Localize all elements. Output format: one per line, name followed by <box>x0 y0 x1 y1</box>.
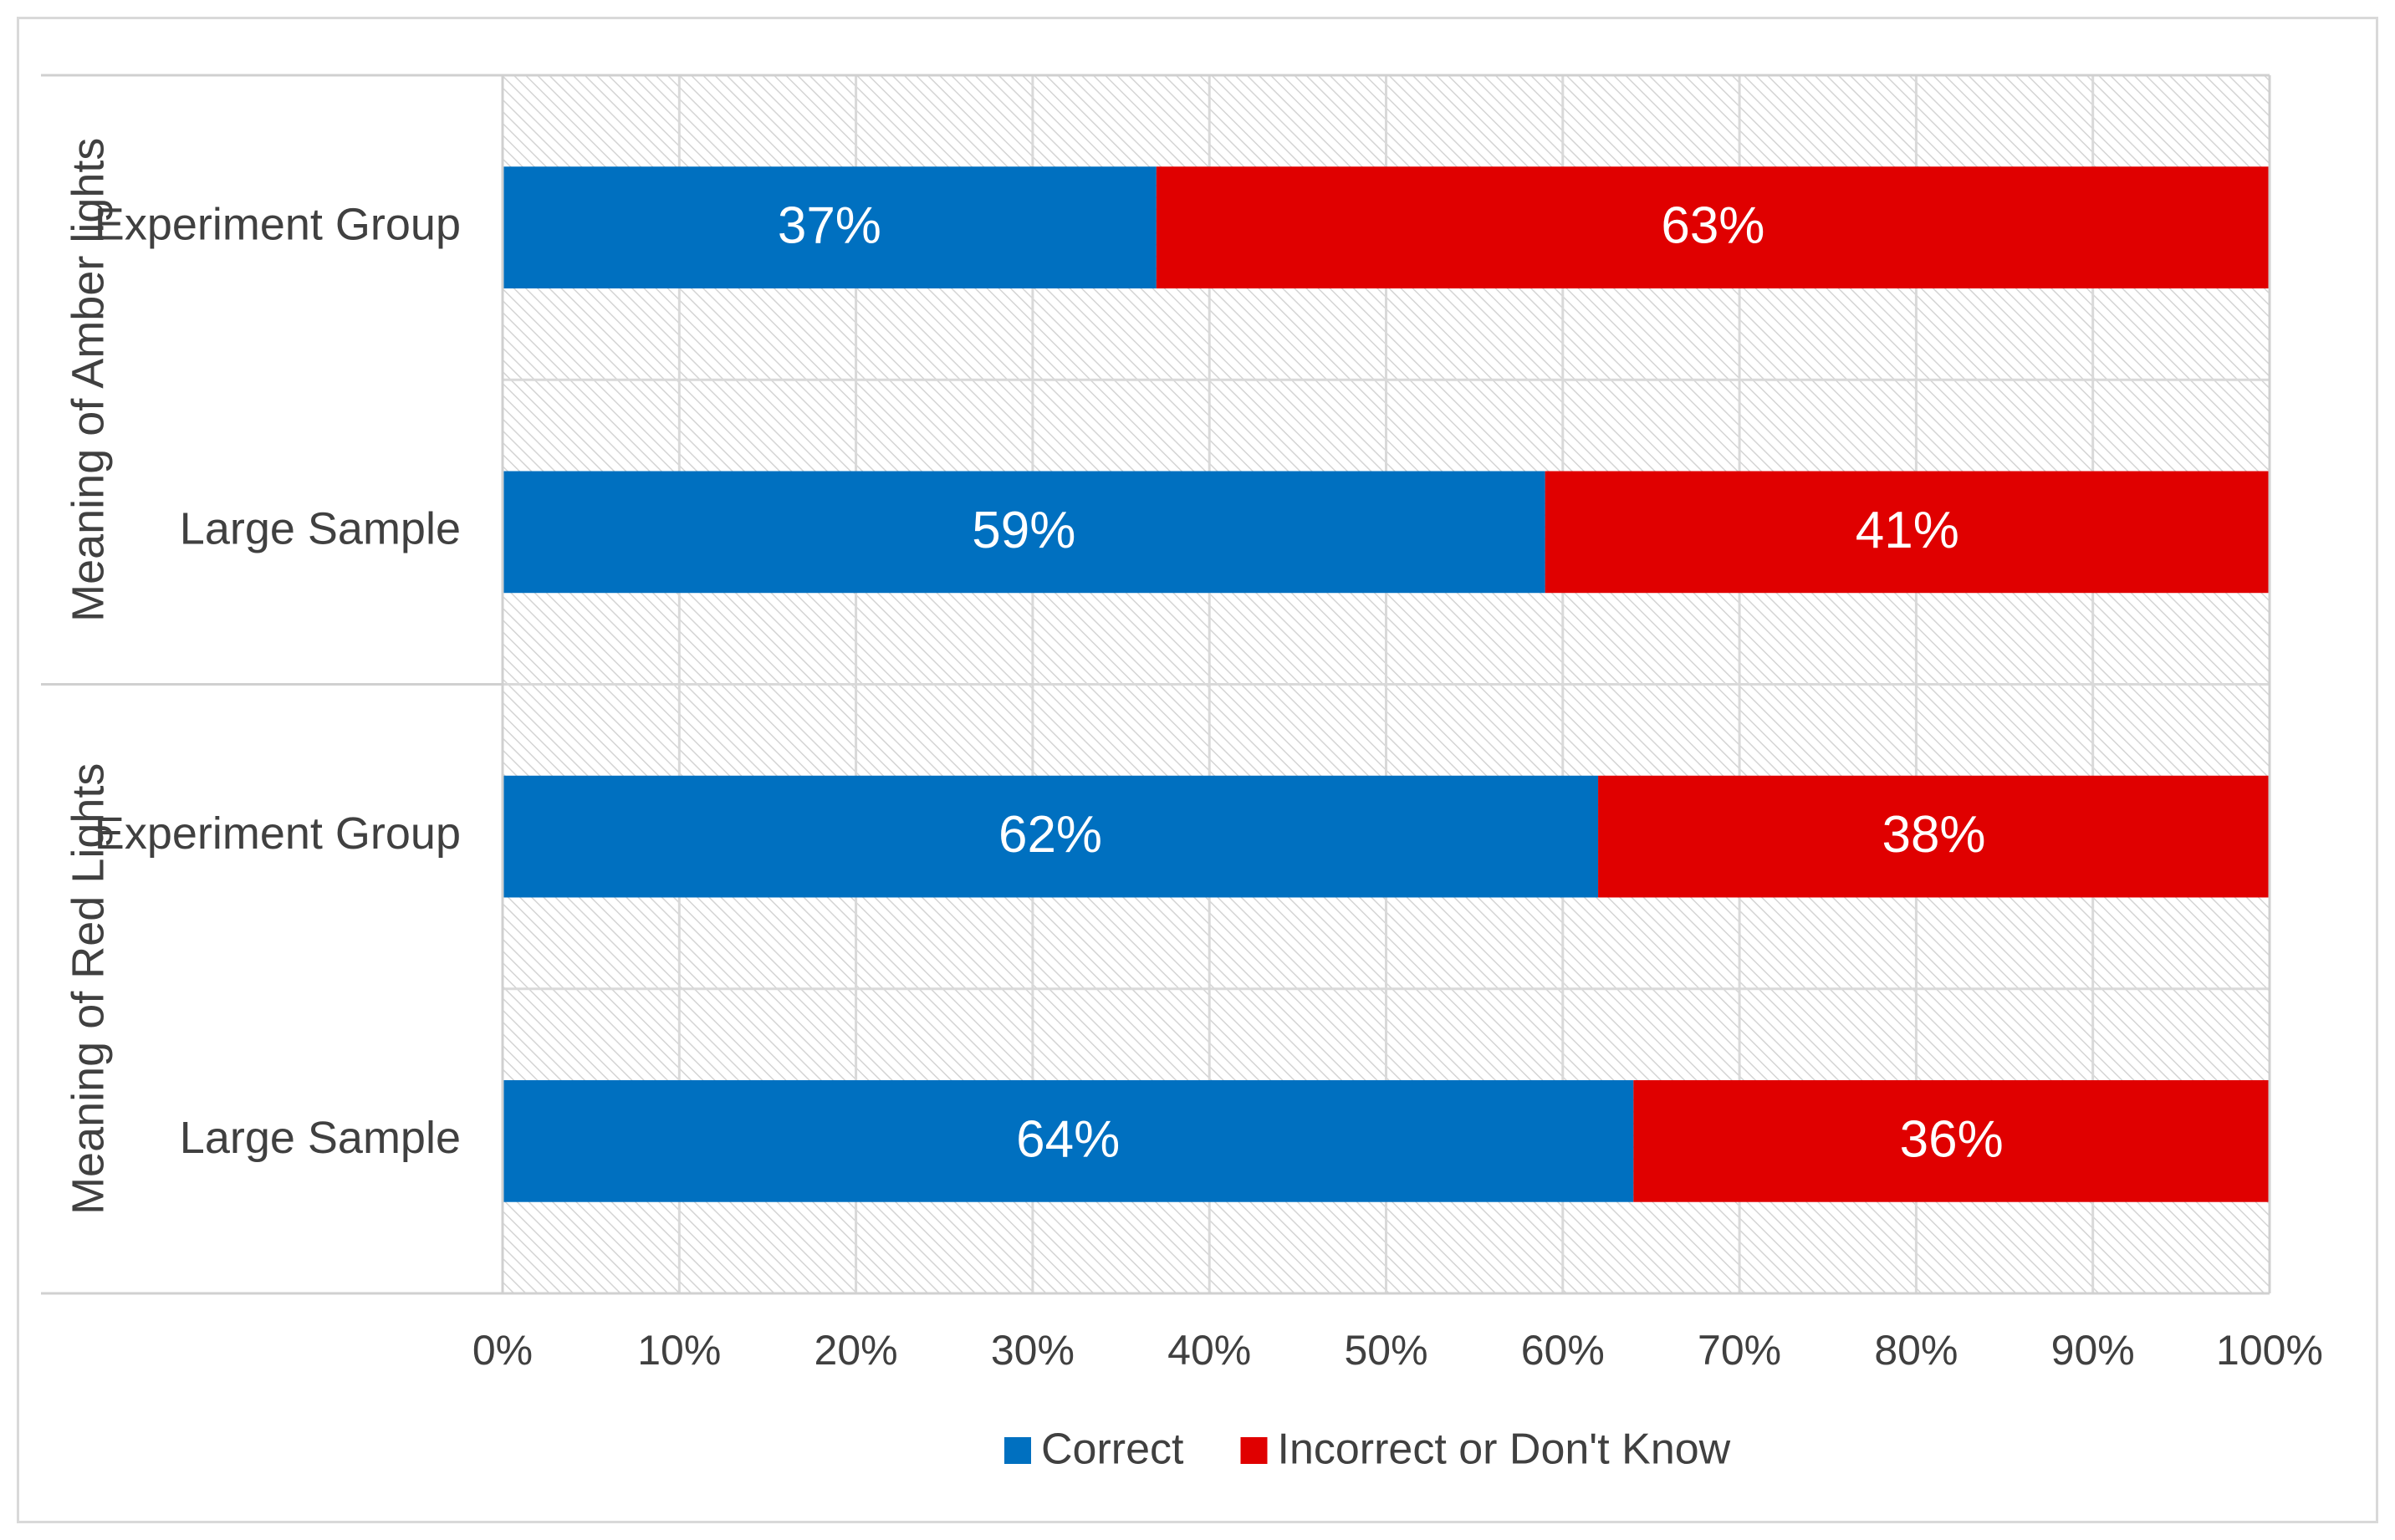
x-tick-label: 100% <box>2216 1327 2323 1374</box>
bar-correct <box>503 1080 1634 1202</box>
bar-correct <box>503 471 1545 594</box>
data-label: 37% <box>778 197 881 255</box>
bar-incorrect <box>1545 471 2270 594</box>
x-tick-label: 30% <box>991 1327 1075 1374</box>
bar-correct <box>503 166 1157 288</box>
data-label: 59% <box>972 502 1075 559</box>
category-label: Experiment Group <box>94 199 461 249</box>
category-axis: Meaning of Amber lights Meaning of Red Li… <box>41 74 2271 1295</box>
x-tick-label: 80% <box>1874 1327 1958 1374</box>
data-label: 36% <box>1900 1110 2004 1168</box>
legend-label: Correct <box>1041 1425 1184 1474</box>
data-label: 62% <box>998 806 1102 864</box>
plot-area: 37% 63% 59% 41% 62% 38% 64% 36% <box>501 75 2271 1293</box>
category-label: Large Sample <box>180 1113 461 1163</box>
data-label: 64% <box>1016 1110 1120 1168</box>
x-tick-label: 20% <box>815 1327 898 1374</box>
value-axis: 0% 10% 20% 30% 40% 50% 60% 70% 80% 90% 100% <box>472 1327 2323 1374</box>
data-label: 41% <box>1856 502 1959 559</box>
legend-label: Incorrect or Don't Know <box>1278 1425 1731 1474</box>
x-tick-label: 60% <box>1521 1327 1605 1374</box>
bar-correct <box>503 775 1599 898</box>
bar-incorrect <box>1633 1080 2270 1202</box>
chart-svg: 37% 63% 59% 41% 62% 38% 64% 36% Meaning of Ambe… <box>41 74 2323 1474</box>
chart-frame: 37% 63% 59% 41% 62% 38% 64% 36% Meaning of Ambe… <box>17 17 2378 1523</box>
x-tick-label: 70% <box>1698 1327 1781 1374</box>
group-label: Meaning of Red Lights <box>63 763 113 1215</box>
group-label: Meaning of Amber lights <box>63 138 113 622</box>
legend-swatch-correct <box>1004 1437 1031 1464</box>
bar-incorrect <box>1156 166 2270 288</box>
data-label: 63% <box>1661 197 1764 255</box>
category-label: Large Sample <box>180 504 461 554</box>
data-label: 38% <box>1882 806 1985 864</box>
legend: Correct Incorrect or Don't Know <box>1004 1425 1731 1474</box>
bar-incorrect <box>1598 775 2270 898</box>
x-tick-label: 10% <box>637 1327 721 1374</box>
x-tick-label: 40% <box>1167 1327 1251 1374</box>
legend-swatch-incorrect <box>1240 1437 1268 1464</box>
category-label: Experiment Group <box>94 808 461 859</box>
x-tick-label: 50% <box>1344 1327 1427 1374</box>
x-tick-label: 0% <box>472 1327 533 1374</box>
x-tick-label: 90% <box>2051 1327 2135 1374</box>
